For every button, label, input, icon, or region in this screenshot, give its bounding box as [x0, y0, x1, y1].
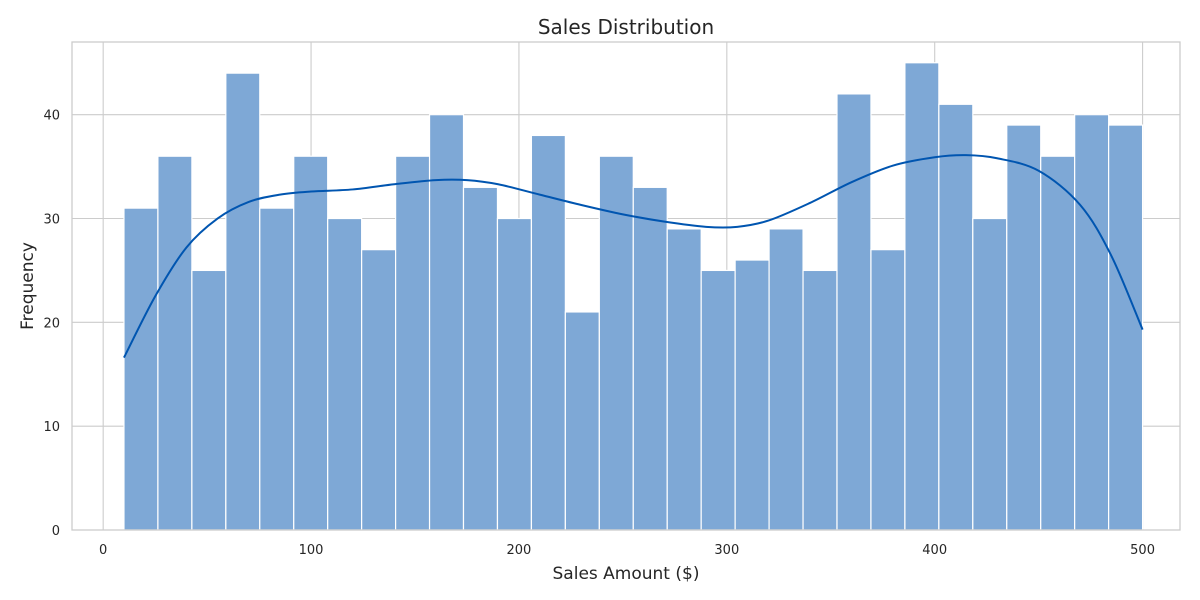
histogram-bar-5	[259, 207, 295, 531]
histogram-bar-30	[1108, 124, 1144, 531]
histogram-bar-24	[904, 62, 940, 531]
histogram-bar-8	[361, 249, 397, 531]
histogram-bar-20	[768, 228, 804, 531]
chart-title: Sales Distribution	[538, 15, 714, 39]
histogram-bar-22	[836, 93, 872, 531]
histogram-bar-26	[972, 217, 1008, 531]
x-tick-label-0: 0	[99, 543, 107, 558]
histogram-bar-7	[327, 217, 363, 531]
bar-layer	[123, 62, 1144, 531]
histogram-bar-11	[462, 186, 499, 531]
histogram-bar-25	[938, 103, 974, 531]
x-tick-label-2: 200	[507, 543, 532, 558]
y-tick-label-1: 10	[43, 420, 60, 435]
histogram-bar-12	[496, 217, 533, 531]
histogram-bar-28	[1040, 155, 1076, 531]
histogram-bar-14	[564, 311, 600, 531]
y-axis-label: Frequency	[18, 242, 38, 330]
histogram-bar-19	[734, 259, 770, 531]
histogram-bar-4	[225, 72, 261, 531]
kde-layer	[123, 154, 1144, 359]
x-tick-label-1: 100	[299, 543, 324, 558]
histogram-bar-6	[293, 155, 329, 531]
y-tick-labels: 0 10 20 30 40	[43, 109, 60, 539]
y-tick-label-0: 0	[52, 524, 60, 539]
histogram-bar-9	[395, 155, 431, 531]
x-tick-label-5: 500	[1130, 543, 1155, 558]
histogram-bar-15	[598, 155, 634, 531]
histogram-bar-27	[1006, 124, 1042, 531]
x-axis-label: Sales Amount ($)	[553, 564, 700, 584]
y-tick-label-4: 40	[43, 109, 60, 124]
histogram-bar-17	[666, 228, 702, 531]
histogram-bar-18	[700, 269, 736, 531]
kde-curve	[123, 154, 1144, 359]
histogram-bar-10	[428, 114, 465, 531]
histogram-bar-13	[530, 134, 566, 531]
histogram-bar-3	[191, 269, 227, 531]
histogram-bar-1	[123, 207, 159, 531]
y-tick-label-2: 20	[43, 316, 60, 331]
histogram-bar-29	[1074, 114, 1110, 531]
histogram-bar-21	[802, 269, 838, 531]
histogram-bar-16	[632, 186, 668, 531]
histogram-bar-2	[157, 155, 193, 531]
plot-frame	[71, 41, 1181, 531]
y-tick-label-3: 30	[43, 213, 60, 228]
histogram-bar-23	[870, 249, 906, 531]
x-tick-label-3: 300	[714, 543, 739, 558]
x-tick-label-4: 400	[922, 543, 947, 558]
x-tick-labels: 0 100 200 300 400 500	[99, 543, 1155, 558]
